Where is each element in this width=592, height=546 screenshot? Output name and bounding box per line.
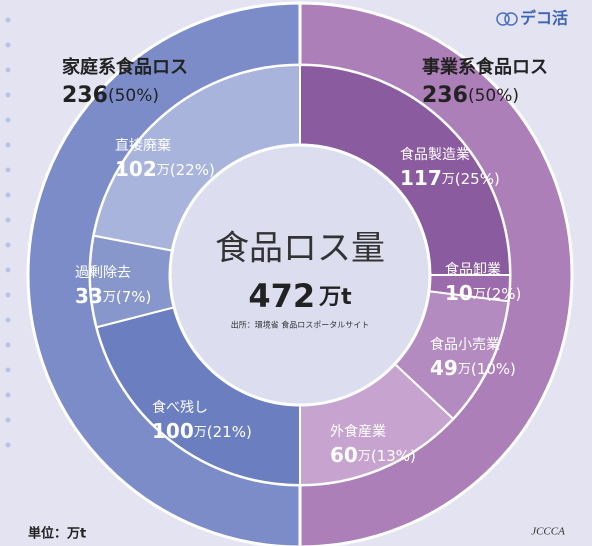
- segment-value-label: 117万(25%): [400, 166, 500, 190]
- unit-note: 単位：万t: [28, 526, 86, 542]
- segment-unit: 万: [458, 362, 471, 377]
- segment-value: 33: [75, 284, 103, 308]
- group-name: 家庭系食品ロス: [62, 56, 188, 78]
- segment-name: 食べ残し: [152, 399, 208, 416]
- segment-name: 食品小売業: [430, 336, 500, 353]
- segment-value-label: 102万(22%): [115, 157, 215, 181]
- segment-value: 49: [430, 356, 458, 380]
- segment-value: 102: [115, 157, 157, 181]
- edge-dots: [5, 17, 11, 448]
- segment-unit: 万: [473, 287, 486, 302]
- brand: デコ活: [520, 9, 568, 28]
- group-percent: (50%): [468, 86, 519, 106]
- segment-value-label: 33万(7%): [75, 284, 151, 308]
- group-value-label: 236(50%): [422, 83, 519, 108]
- center-title: 食品ロス量: [215, 229, 385, 269]
- segment-percent: (10%): [471, 360, 516, 378]
- segment-name: 食品卸業: [445, 261, 501, 278]
- total-value: 472: [248, 277, 315, 315]
- center-disc: [168, 143, 432, 407]
- group-value: 236: [62, 83, 108, 108]
- segment-value: 117: [400, 166, 442, 190]
- segment-name: 食品製造業: [400, 146, 470, 163]
- brand-icon: [496, 12, 510, 26]
- segment-percent: (2%): [486, 285, 522, 303]
- logo: JCCCA: [531, 526, 565, 538]
- segment-value: 100: [152, 419, 194, 443]
- segment-value: 60: [330, 443, 358, 467]
- segment-value: 10: [445, 281, 473, 305]
- segment-name: 外食産業: [330, 423, 386, 440]
- segment-value-label: 10万(2%): [445, 281, 521, 305]
- rings: [26, 1, 574, 546]
- source: 出所：環境省 食品ロスポータルサイト: [231, 320, 370, 330]
- group-value-label: 236(50%): [62, 83, 159, 108]
- segment-percent: (13%): [371, 447, 416, 465]
- segment-unit: 万: [442, 172, 455, 187]
- segment-name: 直接廃棄: [115, 137, 171, 154]
- segment-unit: 万: [157, 163, 170, 178]
- segment-value-label: 60万(13%): [330, 443, 416, 467]
- segment-percent: (21%): [207, 423, 252, 441]
- segment-percent: (22%): [170, 161, 215, 179]
- segment-percent: (25%): [455, 170, 500, 188]
- group-percent: (50%): [108, 86, 159, 106]
- center-total: 472 万t: [248, 277, 352, 315]
- group-name: 事業系食品ロス: [422, 56, 548, 78]
- segment-unit: 万: [358, 449, 371, 464]
- group-value: 236: [422, 83, 468, 108]
- segment-unit: 万: [103, 290, 116, 305]
- segment-name: 過剰除去: [75, 265, 131, 281]
- segment-unit: 万: [194, 425, 207, 440]
- segment-value-label: 49万(10%): [430, 356, 516, 380]
- segment-value-label: 100万(21%): [152, 419, 252, 443]
- segment-percent: (7%): [116, 288, 152, 306]
- brand-icon: [504, 12, 518, 26]
- total-unit: 万t: [318, 285, 352, 310]
